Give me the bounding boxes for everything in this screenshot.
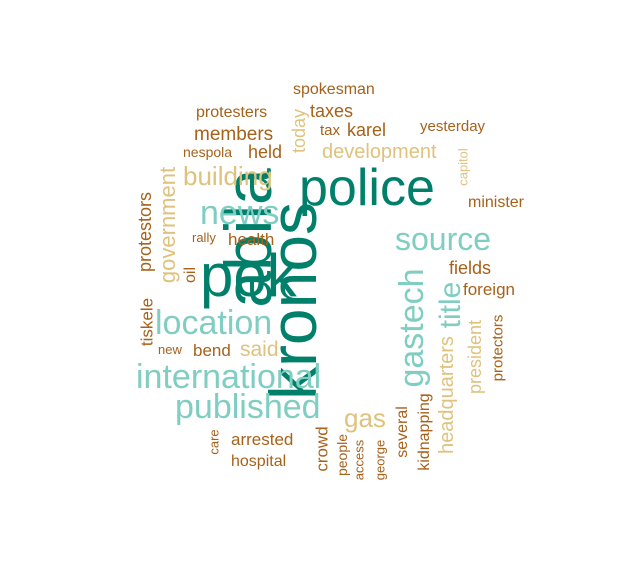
word-news: news (200, 194, 280, 232)
word-president: president (465, 319, 485, 395)
word-held: held (248, 142, 283, 162)
word-george: george (372, 439, 388, 481)
word-police: police (299, 159, 435, 217)
word-title: title (434, 281, 467, 329)
word-people: people (334, 433, 350, 477)
word-several: several (394, 406, 411, 458)
word-nespola: nespola (183, 144, 233, 160)
word-said: said (240, 338, 279, 361)
word-protectors: protectors (489, 314, 507, 382)
word-tiskele: tiskele (137, 297, 157, 347)
word-crowd: crowd (312, 426, 332, 472)
word-source: source (395, 221, 492, 257)
word-arrested: arrested (231, 430, 294, 449)
word-taxes: taxes (310, 101, 354, 121)
word-location: location (155, 304, 273, 342)
word-international: international (136, 358, 322, 396)
word-pok: pok (200, 242, 297, 309)
word-gas: gas (344, 403, 386, 433)
word-karel: karel (347, 120, 387, 140)
word-rally: rally (192, 230, 216, 245)
word-government: government (155, 166, 180, 284)
word-kidnapping: kidnapping (416, 393, 433, 471)
word-headquarters: headquarters (436, 336, 458, 454)
word-gastech: gastech (393, 268, 431, 388)
word-capitol: capitol (455, 148, 471, 186)
word-spokesman: spokesman (293, 81, 375, 98)
word-care: care (206, 429, 222, 455)
word-minister: minister (468, 194, 525, 211)
word-oil: oil (182, 266, 199, 284)
word-foreign: foreign (463, 280, 515, 299)
word-protesters: protesters (196, 104, 268, 121)
word-fields: fields (449, 258, 492, 278)
word-members: members (194, 124, 274, 145)
word-bend: bend (193, 341, 231, 360)
word-access: access (351, 439, 367, 481)
word-tax: tax (320, 122, 341, 139)
word-new: new (158, 342, 182, 357)
word-building: building (183, 161, 273, 191)
word-development: development (322, 141, 437, 163)
word-hospital: hospital (231, 453, 287, 470)
word-health: health (228, 230, 275, 249)
word-today: today (289, 108, 309, 154)
word-yesterday: yesterday (420, 118, 486, 135)
word-published: published (175, 388, 321, 426)
word-protestors: protestors (135, 191, 155, 273)
